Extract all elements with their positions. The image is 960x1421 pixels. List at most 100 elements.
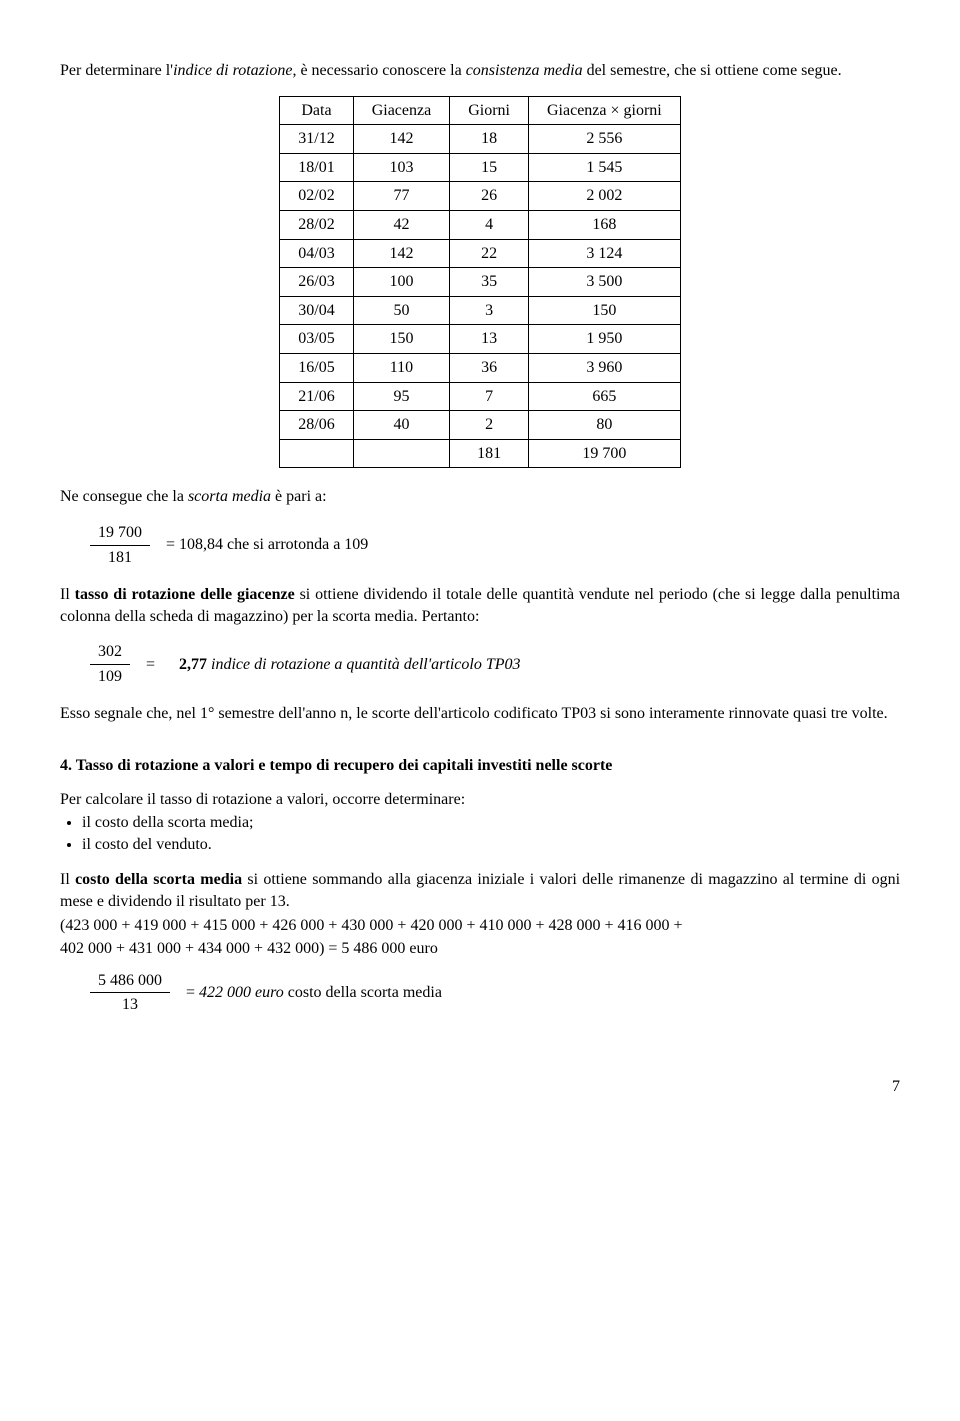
table-cell: 31/12 bbox=[280, 125, 353, 154]
table-cell: 100 bbox=[353, 268, 450, 297]
table-cell: 665 bbox=[529, 382, 681, 411]
table-cell: 3 960 bbox=[529, 353, 681, 382]
table-cell: 50 bbox=[353, 296, 450, 325]
table-row-total: 18119 700 bbox=[280, 439, 681, 468]
table-row: 21/06957665 bbox=[280, 382, 681, 411]
table-row: 02/0277262 002 bbox=[280, 182, 681, 211]
calc3-b: 422 000 euro bbox=[199, 984, 284, 1001]
table-cell: 2 bbox=[450, 411, 529, 440]
fraction-denominator: 13 bbox=[90, 992, 170, 1016]
tasso-rotazione-paragraph: Il tasso di rotazione delle giacenze si … bbox=[60, 584, 900, 627]
table-cell: 28/06 bbox=[280, 411, 353, 440]
table-cell: 80 bbox=[529, 411, 681, 440]
scorta-text-a: Ne consegue che la bbox=[60, 488, 188, 505]
table-cell: 77 bbox=[353, 182, 450, 211]
table-cell: 02/02 bbox=[280, 182, 353, 211]
table-row: 18/01103151 545 bbox=[280, 153, 681, 182]
table-cell: 36 bbox=[450, 353, 529, 382]
table-cell: 18 bbox=[450, 125, 529, 154]
table-row: 30/04503150 bbox=[280, 296, 681, 325]
table-cell: 95 bbox=[353, 382, 450, 411]
scorta-text-c: è pari a: bbox=[271, 488, 327, 505]
tasso-text-a: Il bbox=[60, 586, 75, 603]
table-cell: 40 bbox=[353, 411, 450, 440]
table-cell: 7 bbox=[450, 382, 529, 411]
table-cell: 21/06 bbox=[280, 382, 353, 411]
table-row: 28/02424168 bbox=[280, 210, 681, 239]
fraction-1: 19 700 181 bbox=[90, 522, 150, 568]
valori-intro: Per calcolare il tasso di rotazione a va… bbox=[60, 789, 900, 811]
costo-bold: costo della scorta media bbox=[75, 871, 242, 888]
page-number: 7 bbox=[60, 1076, 900, 1098]
table-cell: 142 bbox=[353, 125, 450, 154]
calc-result-2: 2,77 indice di rotazione a quantità dell… bbox=[179, 654, 520, 676]
calc-result: = 108,84 che si arrotonda a 109 bbox=[166, 534, 368, 556]
table-row: 03/05150131 950 bbox=[280, 325, 681, 354]
table-header: Giorni bbox=[450, 96, 529, 125]
calc-result-3: = 422 000 euro costo della scorta media bbox=[186, 982, 442, 1004]
table-cell: 04/03 bbox=[280, 239, 353, 268]
table-cell: 150 bbox=[353, 325, 450, 354]
table-cell: 15 bbox=[450, 153, 529, 182]
calc-equals: = bbox=[146, 654, 155, 676]
intro-italic-1: indice di rotazione bbox=[173, 62, 292, 79]
table-row: 26/03100353 500 bbox=[280, 268, 681, 297]
intro-paragraph: Per determinare l'indice di rotazione, è… bbox=[60, 60, 900, 82]
calc-result-italic: indice di rotazione a quantità dell'arti… bbox=[207, 656, 520, 673]
table-cell: 30/04 bbox=[280, 296, 353, 325]
intro-italic-2: consistenza media bbox=[466, 62, 583, 79]
table-cell: 150 bbox=[529, 296, 681, 325]
table-cell: 103 bbox=[353, 153, 450, 182]
sum-line-2: 402 000 + 431 000 + 434 000 + 432 000) =… bbox=[60, 938, 900, 960]
fraction-numerator: 5 486 000 bbox=[90, 970, 170, 993]
giacenza-table: Data Giacenza Giorni Giacenza × giorni 3… bbox=[279, 96, 681, 469]
table-cell: 3 bbox=[450, 296, 529, 325]
table-cell: 168 bbox=[529, 210, 681, 239]
table-row: 31/12142182 556 bbox=[280, 125, 681, 154]
intro-text-1: Per determinare l' bbox=[60, 62, 173, 79]
list-item: il costo della scorta media; bbox=[82, 812, 900, 834]
list-item: il costo del venduto. bbox=[82, 834, 900, 856]
table-cell: 142 bbox=[353, 239, 450, 268]
fraction-denominator: 181 bbox=[90, 545, 150, 569]
intro-text-2: , è necessario conoscere la bbox=[292, 62, 465, 79]
table-header-row: Data Giacenza Giorni Giacenza × giorni bbox=[280, 96, 681, 125]
bullets-list: il costo della scorta media; il costo de… bbox=[60, 812, 900, 855]
fraction-numerator: 302 bbox=[90, 641, 130, 664]
fraction-numerator: 19 700 bbox=[90, 522, 150, 545]
esso-paragraph: Esso segnale che, nel 1° semestre dell'a… bbox=[60, 703, 900, 725]
sum-line-1: (423 000 + 419 000 + 415 000 + 426 000 +… bbox=[60, 915, 900, 937]
table-cell: 03/05 bbox=[280, 325, 353, 354]
costo-text-a: Il bbox=[60, 871, 75, 888]
table-row: 28/0640280 bbox=[280, 411, 681, 440]
intro-text-3: del semestre, che si ottiene come segue. bbox=[583, 62, 842, 79]
fraction-2: 302 109 bbox=[90, 641, 130, 687]
table-cell: 18/01 bbox=[280, 153, 353, 182]
table-cell: 3 124 bbox=[529, 239, 681, 268]
table-cell bbox=[280, 439, 353, 468]
table-header: Giacenza bbox=[353, 96, 450, 125]
calc-result-bold: 2,77 bbox=[179, 656, 207, 673]
table-cell: 2 556 bbox=[529, 125, 681, 154]
calc-costo-scorta: 5 486 000 13 = 422 000 euro costo della … bbox=[90, 970, 900, 1016]
table-cell: 35 bbox=[450, 268, 529, 297]
calc-tasso-rotazione: 302 109 = 2,77 indice di rotazione a qua… bbox=[90, 641, 900, 687]
table-cell: 13 bbox=[450, 325, 529, 354]
table-cell: 1 545 bbox=[529, 153, 681, 182]
calc3-a: = bbox=[186, 984, 199, 1001]
table-cell: 28/02 bbox=[280, 210, 353, 239]
section-4-heading: 4. Tasso di rotazione a valori e tempo d… bbox=[60, 755, 900, 777]
table-row: 04/03142223 124 bbox=[280, 239, 681, 268]
table-cell: 2 002 bbox=[529, 182, 681, 211]
table-cell: 42 bbox=[353, 210, 450, 239]
scorta-media-intro: Ne consegue che la scorta media è pari a… bbox=[60, 486, 900, 508]
table-cell: 19 700 bbox=[529, 439, 681, 468]
scorta-italic: scorta media bbox=[188, 488, 271, 505]
table-cell: 181 bbox=[450, 439, 529, 468]
table-cell: 110 bbox=[353, 353, 450, 382]
table-cell: 26 bbox=[450, 182, 529, 211]
calc-scorta-media: 19 700 181 = 108,84 che si arrotonda a 1… bbox=[90, 522, 900, 568]
table-header: Giacenza × giorni bbox=[529, 96, 681, 125]
table-cell bbox=[353, 439, 450, 468]
table-row: 16/05110363 960 bbox=[280, 353, 681, 382]
